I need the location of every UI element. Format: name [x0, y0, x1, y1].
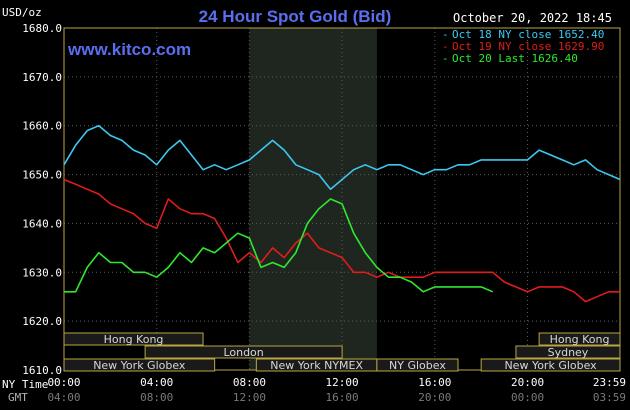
x-tick-label-gmt: 04:00 [47, 391, 80, 404]
x-tick-label-ny: 08:00 [233, 376, 266, 389]
gmt-label: GMT [8, 391, 28, 404]
x-tick-label-gmt: 16:00 [326, 391, 359, 404]
legend-label-oct20: Oct 20 Last 1626.40 [452, 52, 578, 65]
timestamp: October 20, 2022 18:45 [453, 11, 612, 25]
y-tick-label: 1680.0 [22, 22, 62, 35]
session-label: Sydney [548, 346, 589, 359]
x-tick-label-gmt: 20:00 [418, 391, 451, 404]
y-tick-label: 1660.0 [22, 120, 62, 133]
x-tick-label-ny: 20:00 [511, 376, 544, 389]
session-label: New York NYMEX [270, 359, 363, 372]
session-label: Hong Kong [550, 333, 610, 346]
series-line-oct-19 [63, 178, 620, 303]
session-bar [515, 345, 621, 359]
x-axis-ticks: 00:00 04:00 04:00 08:00 08:00 12:00 12:00 16:00… [47, 376, 626, 404]
y-tick-label: 1610.0 [22, 364, 62, 377]
series-line-oct-20 [64, 198, 494, 293]
session-bar [480, 358, 621, 372]
x-tick-label-gmt: 00:00 [511, 391, 544, 404]
x-tick-label-ny: 00:00 [47, 376, 80, 389]
session-label: New York Globex [93, 359, 186, 372]
y-tick-label: 1670.0 [22, 71, 62, 84]
x-tick-label-ny: 23:59 [593, 376, 626, 389]
legend-label-oct19: Oct 19 NY close 1629.90 [452, 40, 604, 53]
session-label: Hong Kong [104, 333, 164, 346]
legend-label-oct18: Oct 18 NY close 1652.40 [452, 28, 604, 41]
x-tick-label-gmt: 08:00 [140, 391, 173, 404]
y-tick-label: 1640.0 [22, 217, 62, 230]
session-bar [63, 332, 204, 346]
watermark: www.kitco.com [67, 40, 191, 59]
chart-title: 24 Hour Spot Gold (Bid) [199, 7, 392, 26]
session-bar [144, 345, 343, 359]
session-bar [538, 332, 621, 346]
y-tick-label: 1650.0 [22, 169, 62, 182]
y-tick-label: 1630.0 [22, 266, 62, 279]
legend-entry-oct18: - [442, 28, 449, 41]
session-label: New York Globex [504, 359, 597, 372]
x-tick-label-ny: 12:00 [326, 376, 359, 389]
y-axis-ticks: 1680.0 1670.0 1660.0 1650.0 1640.0 1630.0 1620… [22, 22, 62, 377]
series-line-oct-18 [63, 124, 621, 190]
session-bar [376, 358, 459, 372]
y-tick-label: 1620.0 [22, 315, 62, 328]
session-label: NY Globex [389, 359, 446, 372]
x-tick-label-ny: 04:00 [140, 376, 173, 389]
legend: - Oct 18 NY close 1652.40 - Oct 19 NY cl… [442, 28, 604, 65]
ny-time-label: NY Time [2, 378, 48, 391]
session-bar [63, 358, 216, 372]
x-tick-label-gmt: 12:00 [233, 391, 266, 404]
x-tick-label-gmt: 03:59 [593, 391, 626, 404]
session-label: London [223, 346, 263, 359]
series-lines [63, 124, 621, 303]
market-hours-shading [249, 28, 377, 370]
shaded-hours [249, 28, 377, 370]
legend-entry-oct20: - [442, 52, 449, 65]
unit-label: USD/oz [2, 6, 42, 19]
x-tick-label-ny: 16:00 [418, 376, 451, 389]
legend-entry-oct19: - [442, 40, 449, 53]
grid [64, 28, 620, 370]
